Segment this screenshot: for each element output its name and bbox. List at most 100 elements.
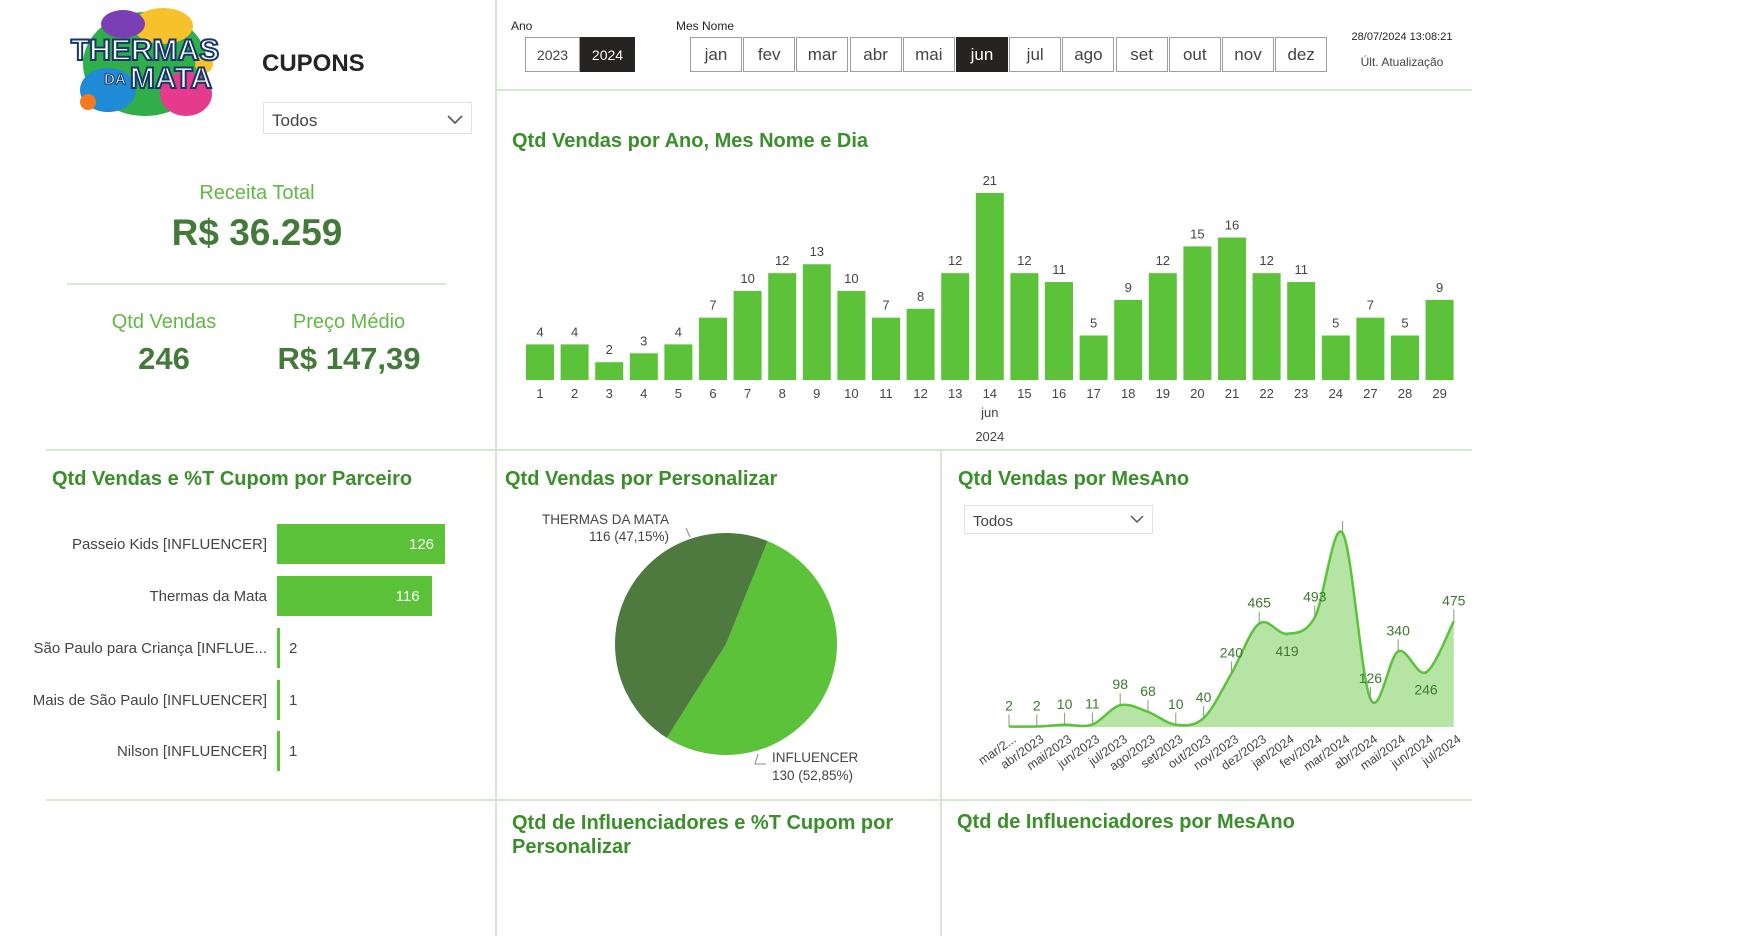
area-value-label-15: 246 — [1414, 681, 1438, 697]
bar-label-day-15: 12 — [1017, 253, 1031, 268]
bar-day-6[interactable] — [699, 317, 727, 380]
x-month-label: jun — [980, 405, 998, 420]
bar-day-5[interactable] — [664, 344, 693, 380]
bar-day-11[interactable] — [872, 317, 900, 380]
bar-day-18[interactable] — [1114, 299, 1143, 380]
bar-day-19[interactable] — [1148, 273, 1177, 380]
divider-vertical-right — [940, 450, 942, 936]
month-button-jan[interactable]: jan — [690, 37, 742, 72]
bar-label-day-23: 11 — [1294, 262, 1308, 277]
area-line — [1008, 530, 1455, 728]
bar-day-29[interactable] — [1425, 299, 1454, 380]
mes-label: Mes Nome — [676, 19, 735, 33]
bar-day-22[interactable] — [1252, 273, 1281, 380]
area-value-label-11: 493 — [1303, 588, 1327, 604]
ano-label: Ano — [511, 19, 533, 33]
tick-day-17: 17 — [1086, 386, 1100, 401]
bar-day-15[interactable] — [1010, 273, 1039, 380]
bar-day-3[interactable] — [595, 362, 624, 380]
bar-day-20[interactable] — [1183, 246, 1212, 380]
month-button-mar[interactable]: mar — [796, 37, 849, 72]
partner-chart-title: Qtd Vendas e %T Cupom por Parceiro — [52, 468, 413, 490]
tick-day-6: 6 — [709, 386, 716, 401]
month-button-out[interactable]: out — [1168, 37, 1221, 72]
area-value-label-14: 340 — [1387, 622, 1411, 638]
mesano-dropdown[interactable]: Todos — [964, 505, 1153, 534]
bar-label-day-29: 9 — [1436, 280, 1443, 295]
pie-leader-thermas — [685, 527, 691, 538]
partner-value-1: 116 — [395, 588, 420, 605]
partner-bar-2[interactable] — [277, 628, 280, 668]
bar-day-2[interactable] — [560, 344, 589, 380]
pie-slice-thermas-da-mata[interactable] — [615, 533, 768, 738]
influencer-chart-title-line1: Qtd de Influenciadores e %T Cupom por — [512, 812, 894, 834]
tick-day-14: 14 — [983, 386, 997, 401]
pie-label-influencer-name: INFLUENCER — [772, 750, 859, 765]
month-button-ago[interactable]: ago — [1062, 37, 1115, 72]
partner-bar-4[interactable] — [277, 731, 280, 771]
area-value-label-4: 98 — [1112, 676, 1128, 692]
bar-day-21[interactable] — [1218, 237, 1246, 380]
tick-day-5: 5 — [675, 386, 682, 401]
bar-day-27[interactable] — [1356, 317, 1385, 380]
year-button-2024[interactable]: 2024 — [580, 37, 635, 72]
bar-label-day-14: 21 — [983, 173, 997, 188]
bar-label-day-27: 7 — [1367, 298, 1374, 313]
month-button-fev[interactable]: fev — [743, 37, 796, 72]
bar-day-12[interactable] — [906, 308, 935, 380]
bar-day-7[interactable] — [733, 290, 762, 380]
bar-label-day-5: 4 — [675, 324, 682, 339]
month-button-dez[interactable]: dez — [1275, 37, 1328, 72]
area-value-label-5: 68 — [1140, 683, 1156, 699]
year-button-2023[interactable]: 2023 — [525, 37, 580, 72]
bar-day-23[interactable] — [1287, 282, 1316, 380]
partner-value-3: 1 — [289, 692, 298, 709]
update-label: Últ. Atualização — [1360, 55, 1444, 69]
partner-label-3: Mais de São Paulo [INFLUENCER] — [32, 692, 267, 709]
area-value-label-2: 10 — [1057, 696, 1073, 712]
tick-day-11: 11 — [879, 386, 893, 401]
receita-value: R$ 36.259 — [171, 212, 343, 253]
month-button-abr[interactable]: abr — [849, 37, 902, 72]
tick-day-22: 22 — [1259, 386, 1273, 401]
bar-day-24[interactable] — [1321, 335, 1350, 380]
bar-day-9[interactable] — [802, 264, 831, 380]
tick-day-2: 2 — [571, 386, 578, 401]
partner-dropdown-value: Todos — [272, 111, 318, 130]
bar-label-day-17: 5 — [1090, 315, 1097, 330]
partner-bar-1[interactable] — [277, 576, 432, 616]
update-timestamp: 28/07/2024 13:08:21 — [1351, 31, 1453, 43]
brand-logo: THERMAS DA MATA — [68, 4, 223, 126]
bar-day-8[interactable] — [768, 273, 797, 380]
month-button-nov[interactable]: nov — [1222, 37, 1274, 72]
bar-day-16[interactable] — [1045, 282, 1073, 380]
partner-dropdown[interactable]: Todos — [263, 102, 472, 134]
month-button-mai[interactable]: mai — [902, 37, 955, 72]
tick-day-28: 28 — [1398, 386, 1412, 401]
month-button-set[interactable]: set — [1115, 37, 1168, 72]
divider-kpi — [67, 283, 446, 285]
bar-day-17[interactable] — [1079, 335, 1108, 380]
divider-middle — [46, 449, 1472, 451]
bar-label-day-7: 10 — [740, 271, 754, 286]
month-button-jun[interactable]: jun — [956, 37, 1008, 72]
partner-label-2: São Paulo para Criança [INFLUE... — [33, 640, 267, 657]
tick-day-8: 8 — [779, 386, 786, 401]
partner-label-4: Nilson [INFLUENCER] — [116, 743, 267, 760]
receita-label: Receita Total — [199, 182, 315, 204]
page-title: CUPONS — [262, 50, 365, 77]
bar-day-4[interactable] — [629, 353, 658, 380]
bar-day-13[interactable] — [941, 273, 970, 380]
bar-day-10[interactable] — [837, 290, 866, 380]
area-value-label-7: 40 — [1196, 689, 1212, 705]
pie-slice-influencer[interactable] — [666, 541, 837, 755]
tick-day-9: 9 — [813, 386, 820, 401]
month-button-jul[interactable]: jul — [1009, 37, 1062, 72]
partner-bar-3[interactable] — [277, 680, 280, 720]
tick-day-1: 1 — [536, 386, 543, 401]
partner-bar-0[interactable] — [277, 524, 445, 564]
bar-day-28[interactable] — [1391, 335, 1419, 380]
bar-day-1[interactable] — [526, 344, 554, 380]
pie-leader-influencer — [754, 753, 766, 765]
bar-day-14[interactable] — [975, 193, 1004, 380]
